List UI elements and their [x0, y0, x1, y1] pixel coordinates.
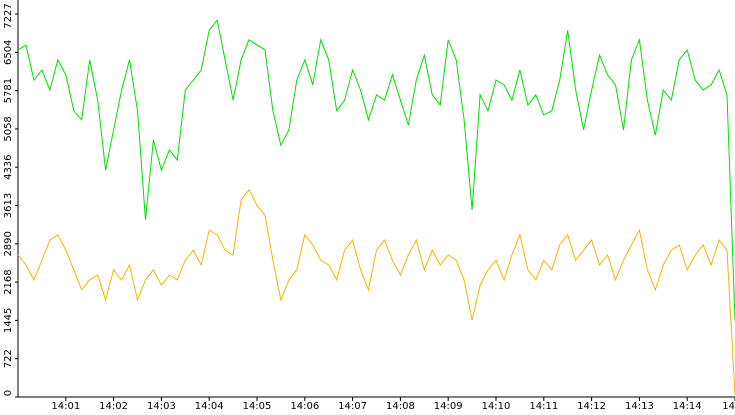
x-tick-label: 14:02	[99, 401, 128, 412]
y-tick-label: 0	[3, 390, 14, 396]
x-tick-label: 14:03	[147, 401, 176, 412]
y-tick-label: 2890	[3, 231, 14, 256]
y-tick-label: 722	[3, 349, 14, 368]
y-tick-label: 4336	[3, 154, 14, 179]
x-tick-label: 14	[722, 401, 735, 412]
x-tick-label: 14:05	[243, 401, 272, 412]
x-tick-label: 14:13	[625, 401, 654, 412]
x-tick-label: 14:01	[51, 401, 80, 412]
series-line	[17, 19, 735, 321]
y-tick-label: 5058	[3, 116, 14, 141]
y-tick-label: 7227	[3, 3, 14, 28]
x-tick-label: 14:06	[290, 401, 319, 412]
y-tick-label: 2168	[3, 269, 14, 294]
y-tick-label: 1445	[3, 308, 14, 333]
x-tick-label: 14:11	[529, 401, 558, 412]
y-tick-label: 3613	[3, 193, 14, 218]
x-tick-label: 14:14	[673, 401, 702, 412]
series-line	[17, 188, 735, 395]
y-tick-label: 5781	[3, 78, 14, 103]
x-tick-label: 14:09	[434, 401, 463, 412]
x-tick-label: 14:10	[482, 401, 511, 412]
x-tick-label: 14:08	[386, 401, 415, 412]
y-tick-label: 6504	[3, 40, 14, 65]
x-tick-label: 14:07	[338, 401, 367, 412]
x-tick-label: 14:04	[195, 401, 224, 412]
x-tick-label: 14:12	[577, 401, 606, 412]
